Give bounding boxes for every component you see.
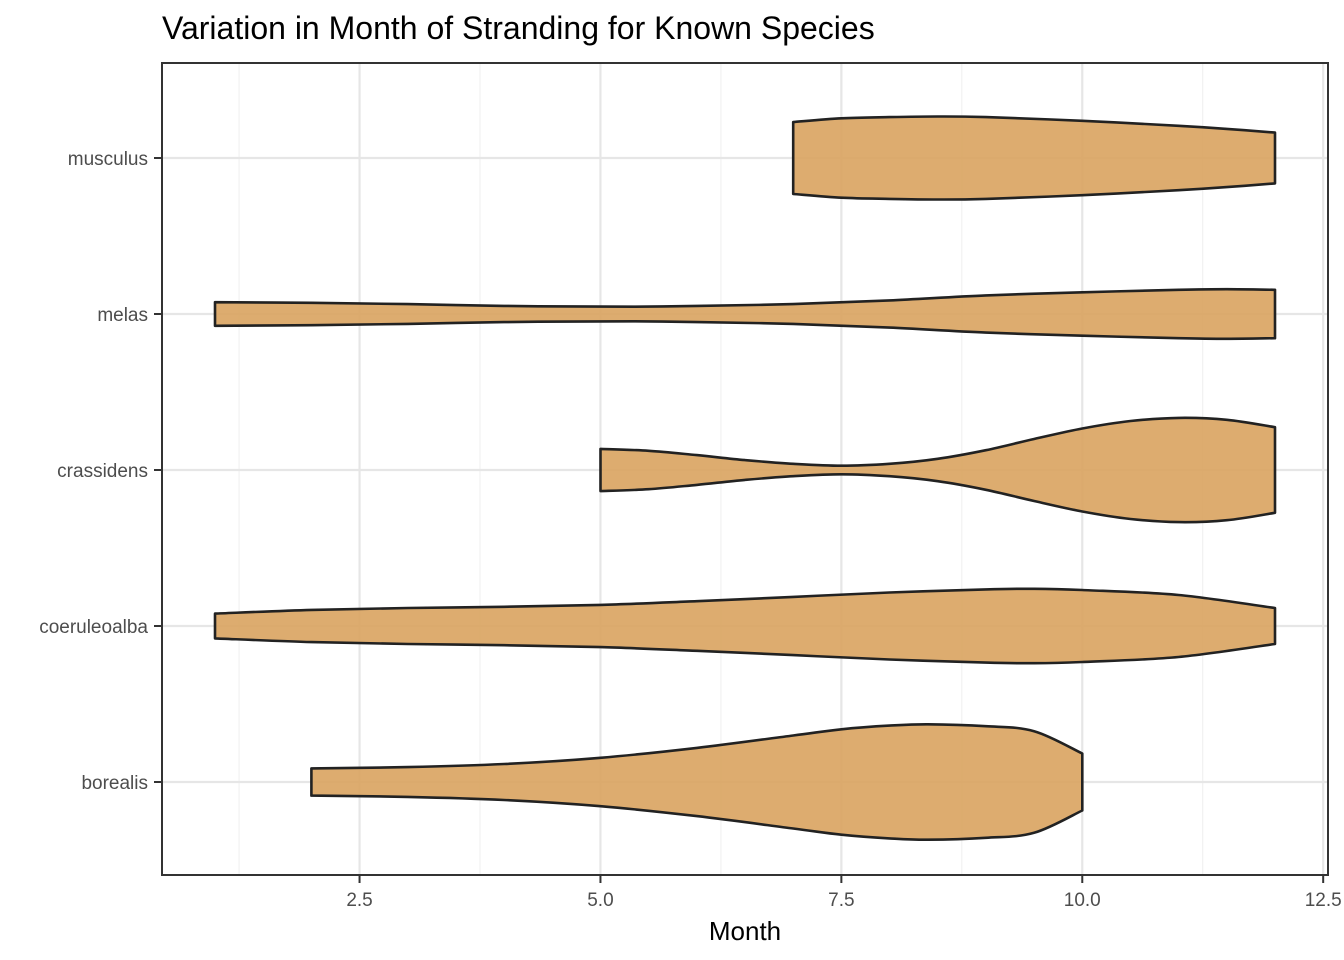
x-tick-label: 7.5 [828,890,854,911]
y-tick-label: borealis [81,773,148,794]
y-tick-label: crassidens [57,461,148,482]
violin-musculus [791,115,1277,201]
x-tick-label: 10.0 [1064,890,1101,911]
chart-title: Variation in Month of Stranding for Know… [162,10,875,46]
violin-borealis [310,722,1084,842]
violins [213,115,1277,842]
y-tick-label: musculus [68,149,148,170]
violin-coeruleoalba [213,587,1277,665]
violin-melas [213,287,1277,341]
y-tick-label: coeruleoalba [39,617,148,638]
x-tick-label: 5.0 [587,890,613,911]
x-axis-title: Month [709,916,781,946]
x-tick-label: 12.5 [1305,890,1342,911]
x-tick-label: 2.5 [346,890,372,911]
axes: 2.5 5.0 7.5 10.0 12.5 borealis coeruleoalba cra… [39,149,1341,911]
y-tick-label: melas [97,305,148,326]
violin-crassidens [599,416,1277,524]
